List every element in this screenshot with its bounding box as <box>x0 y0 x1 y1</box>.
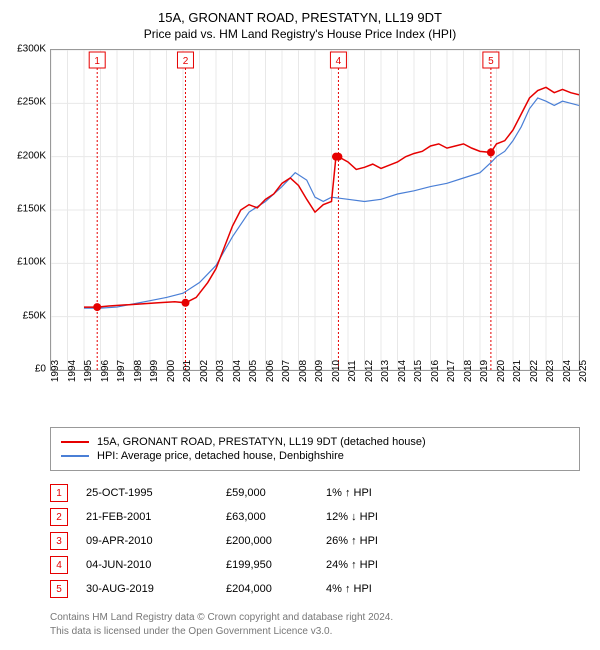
marker-pct: 26% ↑ HPI <box>326 535 406 547</box>
x-tick-label: 2021 <box>512 360 523 382</box>
x-tick-label: 2024 <box>562 360 573 382</box>
marker-pct: 24% ↑ HPI <box>326 559 406 571</box>
x-tick-label: 2007 <box>281 360 292 382</box>
marker-date: 09-APR-2010 <box>86 535 226 547</box>
x-tick-label: 2016 <box>430 360 441 382</box>
marker-price: £204,000 <box>226 583 326 595</box>
y-tick-label: £150K <box>17 204 46 215</box>
marker-number-box: 2 <box>50 508 68 526</box>
y-tick-label: £50K <box>23 310 46 321</box>
marker-row: 1 25-OCT-1995 £59,000 1% ↑ HPI <box>50 481 580 505</box>
marker-number-box: 5 <box>50 580 68 598</box>
x-tick-label: 2006 <box>265 360 276 382</box>
chart-subtitle: Price paid vs. HM Land Registry's House … <box>10 27 590 41</box>
marker-date: 25-OCT-1995 <box>86 487 226 499</box>
x-tick-label: 1994 <box>67 360 78 382</box>
x-tick-label: 1998 <box>133 360 144 382</box>
x-tick-label: 2004 <box>232 360 243 382</box>
x-tick-label: 2023 <box>545 360 556 382</box>
x-tick-label: 1993 <box>50 360 61 382</box>
marker-number-box: 3 <box>50 532 68 550</box>
marker-price: £59,000 <box>226 487 326 499</box>
x-tick-label: 2008 <box>298 360 309 382</box>
x-tick-label: 1999 <box>149 360 160 382</box>
x-tick-label: 2018 <box>463 360 474 382</box>
x-tick-label: 2020 <box>496 360 507 382</box>
x-tick-label: 2005 <box>248 360 259 382</box>
marker-price: £200,000 <box>226 535 326 547</box>
chart-container: 15A, GRONANT ROAD, PRESTATYN, LL19 9DT P… <box>10 10 590 639</box>
x-tick-label: 2009 <box>314 360 325 382</box>
x-tick-label: 2022 <box>529 360 540 382</box>
x-tick-label: 2015 <box>413 360 424 382</box>
y-axis: £0£50K£100K£150K£200K£250K£300K <box>10 49 48 369</box>
x-tick-label: 2013 <box>380 360 391 382</box>
chart-canvas: 1 2 4 5 <box>50 49 580 371</box>
x-tick-label: 1995 <box>83 360 94 382</box>
marker-pct: 4% ↑ HPI <box>326 583 406 595</box>
marker-table: 1 25-OCT-1995 £59,000 1% ↑ HPI 2 21-FEB-… <box>50 481 580 601</box>
x-tick-label: 2001 <box>182 360 193 382</box>
legend: 15A, GRONANT ROAD, PRESTATYN, LL19 9DT (… <box>50 427 580 471</box>
svg-text:2: 2 <box>183 56 189 67</box>
x-tick-label: 2017 <box>446 360 457 382</box>
x-tick-label: 1996 <box>100 360 111 382</box>
y-tick-label: £200K <box>17 150 46 161</box>
x-tick-label: 2019 <box>479 360 490 382</box>
marker-date: 21-FEB-2001 <box>86 511 226 523</box>
x-tick-label: 2014 <box>397 360 408 382</box>
footer-line-2: This data is licensed under the Open Gov… <box>50 625 590 639</box>
marker-row: 3 09-APR-2010 £200,000 26% ↑ HPI <box>50 529 580 553</box>
svg-text:5: 5 <box>488 56 494 67</box>
legend-label: 15A, GRONANT ROAD, PRESTATYN, LL19 9DT (… <box>97 436 426 448</box>
y-tick-label: £250K <box>17 97 46 108</box>
legend-swatch <box>61 455 89 457</box>
marker-pct: 1% ↑ HPI <box>326 487 406 499</box>
marker-date: 04-JUN-2010 <box>86 559 226 571</box>
x-tick-label: 1997 <box>116 360 127 382</box>
marker-number-box: 4 <box>50 556 68 574</box>
x-axis: 1993199419951996199719981999200020012002… <box>50 371 580 416</box>
y-tick-label: £0 <box>35 364 46 375</box>
x-tick-label: 2002 <box>199 360 210 382</box>
marker-date: 30-AUG-2019 <box>86 583 226 595</box>
footer-line-1: Contains HM Land Registry data © Crown c… <box>50 611 590 625</box>
marker-price: £199,950 <box>226 559 326 571</box>
marker-row: 2 21-FEB-2001 £63,000 12% ↓ HPI <box>50 505 580 529</box>
marker-number-box: 1 <box>50 484 68 502</box>
chart-title: 15A, GRONANT ROAD, PRESTATYN, LL19 9DT <box>10 10 590 25</box>
marker-pct: 12% ↓ HPI <box>326 511 406 523</box>
footer: Contains HM Land Registry data © Crown c… <box>50 611 590 639</box>
y-tick-label: £100K <box>17 257 46 268</box>
x-tick-label: 2025 <box>578 360 589 382</box>
legend-swatch <box>61 441 89 443</box>
x-tick-label: 2011 <box>347 360 358 382</box>
plot-area: £0£50K£100K£150K£200K£250K£300K 1245 199… <box>50 49 580 389</box>
legend-row: 15A, GRONANT ROAD, PRESTATYN, LL19 9DT (… <box>61 436 569 448</box>
legend-row: HPI: Average price, detached house, Denb… <box>61 450 569 462</box>
x-tick-label: 2012 <box>364 360 375 382</box>
x-tick-label: 2010 <box>331 360 342 382</box>
y-tick-label: £300K <box>17 44 46 55</box>
legend-label: HPI: Average price, detached house, Denb… <box>97 450 344 462</box>
x-tick-label: 2003 <box>215 360 226 382</box>
marker-price: £63,000 <box>226 511 326 523</box>
marker-row: 4 04-JUN-2010 £199,950 24% ↑ HPI <box>50 553 580 577</box>
svg-text:1: 1 <box>94 56 100 67</box>
svg-text:4: 4 <box>336 56 342 67</box>
x-tick-label: 2000 <box>166 360 177 382</box>
marker-row: 5 30-AUG-2019 £204,000 4% ↑ HPI <box>50 577 580 601</box>
